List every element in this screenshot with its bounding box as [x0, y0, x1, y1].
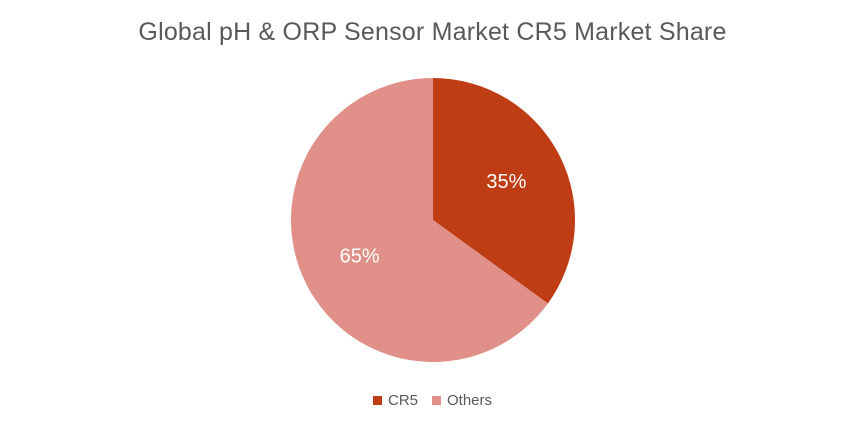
legend-swatch-others	[432, 396, 441, 405]
pie-slice-others	[291, 78, 548, 362]
pie-slice-cr5	[433, 78, 575, 304]
legend-item-others: Others	[432, 392, 492, 409]
legend-swatch-cr5	[372, 396, 382, 405]
pie-label-cr5: 35%	[486, 171, 526, 193]
chart-title: Global pH & ORP Sensor Market CR5 Market…	[138, 18, 727, 46]
legend-label-cr5: CR5	[387, 392, 418, 409]
legend-item-cr5: CR5	[372, 392, 418, 409]
legend-label-others: Others	[447, 392, 493, 409]
chart-legend: CR5 Others	[0, 392, 865, 409]
pie-label-others: 65%	[340, 246, 380, 268]
